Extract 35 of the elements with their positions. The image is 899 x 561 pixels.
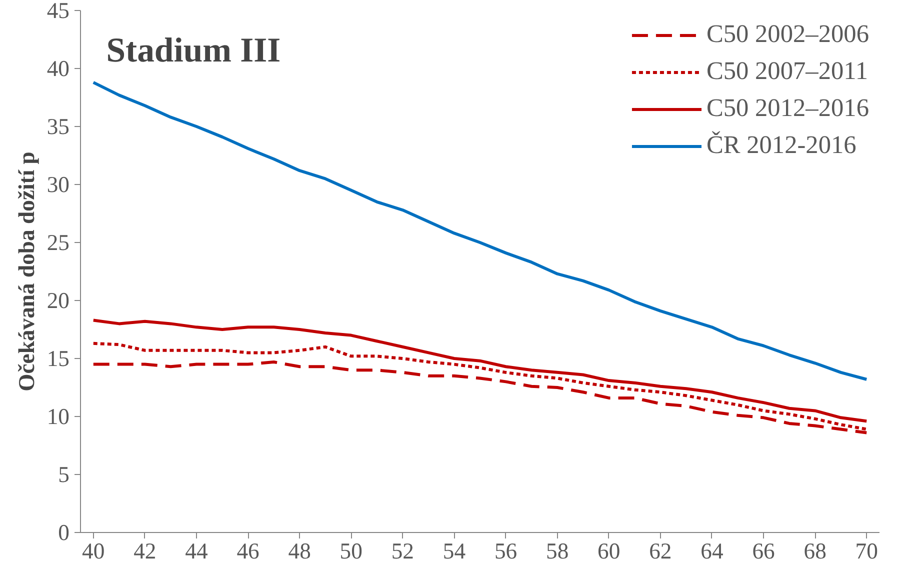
x-tick-label: 62	[649, 538, 672, 561]
x-tick-label: 58	[546, 538, 569, 561]
y-tick-label: 5	[58, 462, 70, 487]
y-tick-label: 40	[46, 56, 70, 81]
text: Stadium III	[106, 31, 281, 70]
x-tick-label: 48	[288, 538, 311, 561]
x-tick-label: 54	[442, 538, 466, 561]
x-tick-label: 42	[134, 538, 156, 561]
legend-label: C50 2007–2011	[706, 57, 868, 86]
x-tick-label: 40	[82, 538, 105, 561]
y-tick-label: 30	[46, 172, 70, 197]
x-tick-label: 44	[185, 538, 208, 561]
legend-label: ČR 2012-2016	[706, 131, 856, 160]
x-tick-label: 46	[236, 538, 260, 561]
x-tick-label: 60	[598, 538, 620, 561]
line-series	[92, 80, 868, 381]
y-tick-label: 15	[46, 346, 70, 371]
x-tick-label: 56	[494, 538, 518, 561]
y-tick-label: 20	[46, 288, 70, 313]
y-axis-title: Očekávaná doba dožití p	[14, 152, 39, 392]
legend-label: C50 2012–2016	[706, 94, 869, 123]
line-series	[92, 318, 868, 423]
x-tick-label: 68	[804, 538, 826, 561]
y-tick-label: 45	[46, 0, 70, 23]
x-tick-label: 50	[340, 538, 362, 561]
y-tick-label: 0	[58, 520, 70, 545]
y-tick-label: 35	[46, 114, 70, 139]
line-series	[92, 342, 868, 431]
legend-label: C50 2002–2006	[706, 20, 869, 49]
y-tick-label: 25	[46, 230, 70, 255]
x-tick-label: 70	[855, 538, 878, 561]
x-tick-label: 52	[391, 538, 414, 561]
x-tick-label: 64	[700, 538, 724, 561]
y-tick-label: 10	[46, 404, 70, 429]
x-tick-label: 66	[752, 538, 775, 561]
